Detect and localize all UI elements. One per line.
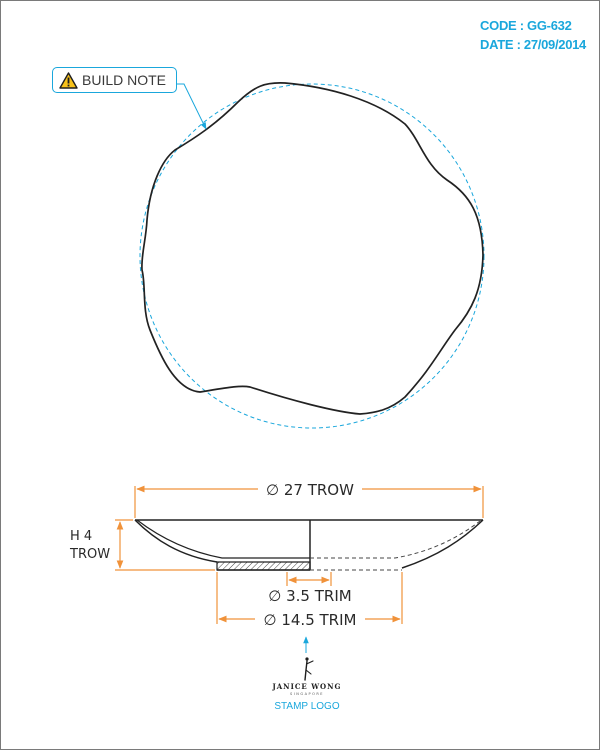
logo-brand: JANICE WONG bbox=[272, 682, 342, 691]
code-label: CODE : GG-632 bbox=[480, 18, 572, 33]
bowl-outer-left bbox=[134, 519, 218, 563]
label-plate-height bbox=[66, 527, 116, 563]
dim-label-height-1: H 4 bbox=[70, 529, 92, 544]
bowl-hidden-right bbox=[310, 520, 481, 559]
logo-caption: STAMP LOGO bbox=[274, 701, 340, 712]
label-plate-foot bbox=[255, 610, 365, 630]
dim-label-foot: ∅ 14.5 TRIM bbox=[264, 611, 357, 629]
stamp-logo: JANICE WONG SINGAPORE STAMP LOGO bbox=[262, 653, 352, 712]
plate-outline-top-view bbox=[141, 82, 484, 415]
dim-label-height-2: TROW bbox=[69, 547, 110, 562]
dancer-icon bbox=[304, 657, 314, 681]
bowl-outer-right bbox=[401, 519, 484, 569]
label-plate-top bbox=[258, 479, 362, 499]
build-note-callout: BUILD NOTE bbox=[52, 67, 178, 93]
reference-circle bbox=[139, 83, 485, 429]
date-label: DATE : 27/09/2014 bbox=[480, 37, 586, 52]
header-meta: CODE : GG-632 DATE : 27/09/2014 bbox=[480, 16, 586, 54]
callout-leader bbox=[176, 83, 207, 130]
section-hatch bbox=[216, 561, 311, 571]
logo-subtext: SINGAPORE bbox=[290, 692, 324, 696]
bowl-inner-left bbox=[136, 519, 310, 559]
warning-icon bbox=[59, 71, 78, 89]
profile-view bbox=[134, 519, 484, 571]
dim-label-top: ∅ 27 TROW bbox=[266, 481, 354, 499]
build-note-label: BUILD NOTE bbox=[82, 72, 167, 88]
dim-label-base: ∅ 3.5 TRIM bbox=[268, 587, 351, 605]
